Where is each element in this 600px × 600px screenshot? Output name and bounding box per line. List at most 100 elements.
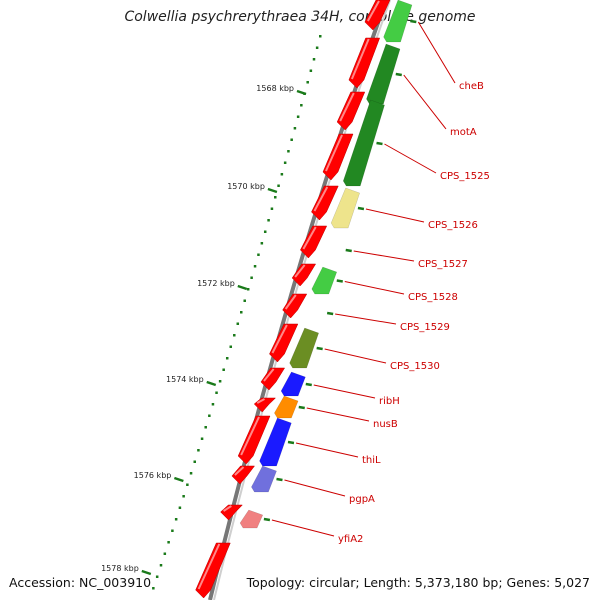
ring-tick xyxy=(225,357,229,360)
ring-tick xyxy=(257,253,260,256)
gene-leader-line xyxy=(335,313,397,325)
forward-gene-shine xyxy=(234,466,245,476)
ring-tick xyxy=(211,403,215,406)
gene-leader-line xyxy=(306,407,370,422)
forward-gene-shine xyxy=(284,294,297,310)
topology-label: Topology: circular; Length: 5,373,180 bp… xyxy=(246,575,590,590)
kbp-tick-label: 1576 kbp xyxy=(134,471,172,480)
ring-tick xyxy=(274,196,277,199)
ring-tick xyxy=(171,529,174,532)
forward-gene-shine xyxy=(313,186,329,212)
forward-gene-shine xyxy=(223,505,232,512)
ring-tick xyxy=(243,299,246,302)
ring-tick xyxy=(263,230,267,233)
kbp-tick-mark xyxy=(237,284,248,291)
gene-tick-mark xyxy=(276,477,283,482)
kbp-tick-label: 1574 kbp xyxy=(166,375,204,384)
kbp-tick-label: 1570 kbp xyxy=(227,182,265,191)
reverse-gene-block xyxy=(330,187,360,229)
gene-tick-mark xyxy=(316,346,323,351)
gene-tick-mark xyxy=(410,19,417,24)
forward-gene-arrow xyxy=(260,367,286,391)
gene-tick-mark xyxy=(357,206,365,211)
forward-gene-shine xyxy=(339,92,355,122)
gene-label-CPS_1529: CPS_1529 xyxy=(400,322,450,333)
gene-label-layer: cheB motA CPS_1525 CPS_1526 CPS_1527 CPS_1528… xyxy=(263,19,490,545)
gene-tick-mark xyxy=(305,382,312,387)
forward-gene-shine xyxy=(366,0,380,22)
forward-gene-arrow xyxy=(364,0,391,31)
forward-gene-shine xyxy=(256,398,265,404)
ring-tick xyxy=(218,380,222,383)
kbp-tick-mark xyxy=(206,380,217,387)
forward-gene-shine xyxy=(350,38,370,80)
forward-gene-arrow xyxy=(336,91,366,131)
gene-tick-mark xyxy=(336,279,343,283)
forward-gene-arrow xyxy=(237,415,271,465)
gene-label-motA: motA xyxy=(450,127,477,138)
gene-leader-line xyxy=(365,208,425,223)
gene-leader-line xyxy=(344,281,405,295)
ring-tick xyxy=(152,587,155,590)
gene-label-ribH: ribH xyxy=(379,396,400,407)
map-title: Colwellia psychrerythraea 34H, complete … xyxy=(124,9,476,25)
ring-tick xyxy=(159,564,163,567)
ring-tick xyxy=(306,81,309,84)
ring-tick xyxy=(293,127,297,130)
reverse-gene-block xyxy=(383,0,413,43)
forward-gene-arrow xyxy=(231,465,256,485)
gene-leader-line xyxy=(313,384,376,399)
ring-tick xyxy=(155,575,159,578)
ring-tick xyxy=(270,207,274,210)
gene-tick-mark xyxy=(326,311,334,316)
accession-label: Accession: NC_003910 xyxy=(9,575,152,590)
gene-tick-mark xyxy=(395,72,402,77)
ring-tick xyxy=(163,552,167,555)
gene-label-pgpA: pgpA xyxy=(349,494,375,505)
ring-tick xyxy=(246,288,250,291)
reverse-strand-genes xyxy=(239,0,413,529)
ring-tick xyxy=(233,334,236,337)
ring-tick xyxy=(186,483,189,486)
ring-tick xyxy=(300,104,303,107)
ring-tick xyxy=(200,437,204,440)
gene-leader-line xyxy=(353,250,415,262)
ring-tick xyxy=(208,414,211,417)
reverse-gene-block xyxy=(259,417,292,467)
reverse-gene-block xyxy=(342,99,385,187)
ring-tick xyxy=(290,138,293,141)
forward-gene-arrow xyxy=(311,185,339,221)
ring-tick xyxy=(197,449,200,452)
forward-gene-arrow xyxy=(348,37,381,89)
ring-tick xyxy=(174,518,178,521)
ring-tick xyxy=(283,161,287,164)
ring-tick xyxy=(287,150,290,153)
forward-gene-arrow xyxy=(195,542,231,599)
gene-tick-mark xyxy=(287,440,295,445)
gene-leader-line xyxy=(271,519,335,537)
reverse-gene-block xyxy=(280,371,306,397)
gene-label-yfiA2: yfiA2 xyxy=(338,534,363,545)
ring-tick xyxy=(167,541,170,544)
gene-label-CPS_1525: CPS_1525 xyxy=(440,171,490,182)
gene-label-CPS_1530: CPS_1530 xyxy=(390,361,440,372)
gene-tick-mark xyxy=(298,405,305,410)
ring-tick xyxy=(250,276,253,279)
gene-leader-line xyxy=(295,442,359,458)
gene-leader-line xyxy=(417,21,456,84)
ring-tick xyxy=(236,322,240,325)
reverse-gene-block xyxy=(311,266,338,295)
ring-tick xyxy=(178,506,182,509)
ring-tick xyxy=(189,472,193,475)
gene-tick-mark xyxy=(376,141,383,146)
gene-leader-line xyxy=(324,348,387,364)
forward-gene-shine xyxy=(271,324,288,354)
reverse-gene-block xyxy=(251,465,277,493)
ring-tick xyxy=(182,495,185,498)
forward-gene-arrow xyxy=(322,133,354,181)
ring-tick xyxy=(309,69,313,72)
gene-label-CPS_1528: CPS_1528 xyxy=(408,292,458,303)
forward-gene-shine xyxy=(325,134,343,172)
reverse-gene-block xyxy=(274,395,299,419)
